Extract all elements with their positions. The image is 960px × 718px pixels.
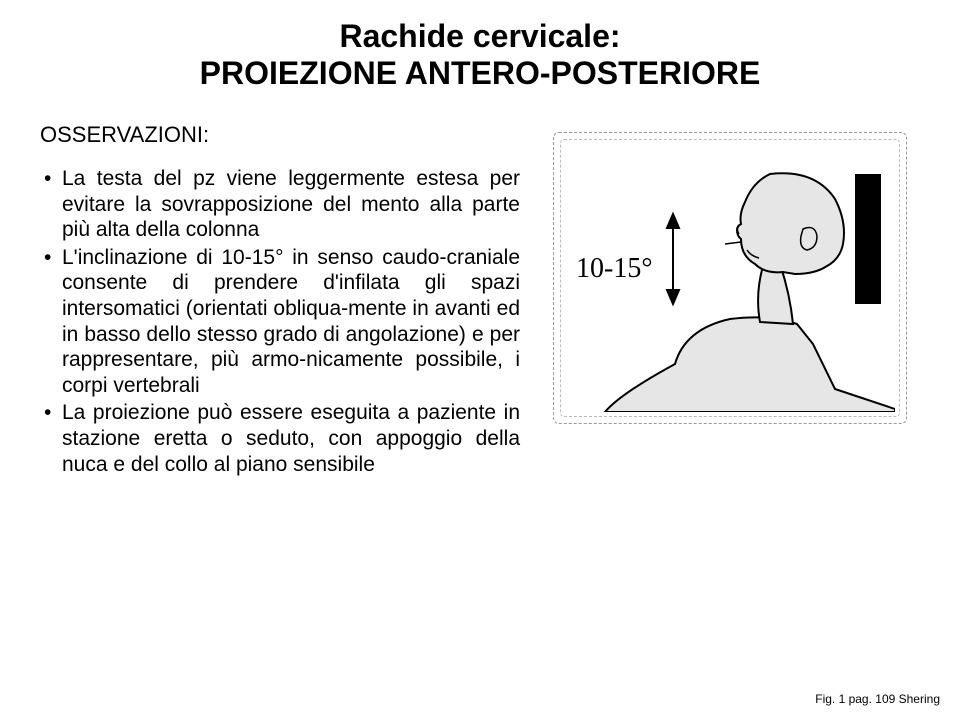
title-block: Rachide cervicale: PROIEZIONE ANTERO-POS… bbox=[0, 0, 960, 92]
bullet-item: La testa del pz viene leggermente estesa… bbox=[40, 166, 520, 243]
figure-column: 10-15° bbox=[540, 122, 920, 479]
section-heading: OSSERVAZIONI: bbox=[40, 122, 520, 148]
content-row: OSSERVAZIONI: La testa del pz viene legg… bbox=[0, 92, 960, 479]
bullet-item: L'inclinazione di 10-15° in senso caudo-… bbox=[40, 245, 520, 399]
head-outline bbox=[737, 173, 844, 274]
ear-outline bbox=[801, 228, 817, 250]
beam-line bbox=[725, 242, 741, 244]
title-line2: PROIEZIONE ANTERO-POSTERIORE bbox=[0, 55, 960, 92]
detector-plate bbox=[855, 174, 881, 304]
bullet-item: La proiezione può essere eseguita a pazi… bbox=[40, 400, 520, 477]
torso-outline bbox=[605, 317, 895, 412]
bullet-list: La testa del pz viene leggermente estesa… bbox=[40, 166, 520, 477]
angle-label: 10-15° bbox=[576, 253, 653, 285]
footer-caption: Fig. 1 pag. 109 Shering bbox=[815, 692, 940, 706]
title-line1: Rachide cervicale: bbox=[0, 18, 960, 55]
angle-arrow-icon bbox=[667, 214, 679, 304]
text-column: OSSERVAZIONI: La testa del pz viene legg… bbox=[40, 122, 520, 479]
figure-frame: 10-15° bbox=[553, 132, 907, 424]
